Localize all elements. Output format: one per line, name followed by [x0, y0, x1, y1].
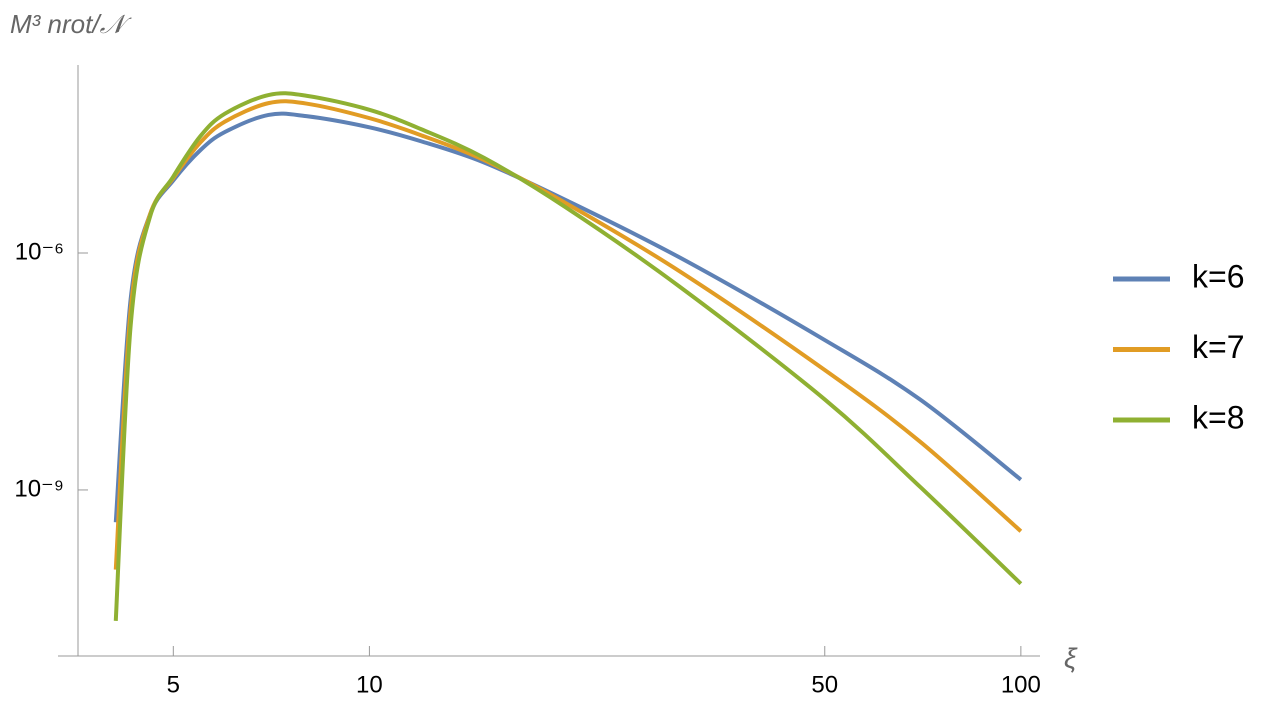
x-tick-label: 100	[1001, 671, 1041, 698]
x-tick-label: 10	[356, 671, 383, 698]
legend-label: k=6	[1192, 258, 1244, 294]
y-axis-label: M³ nrot/𝒩	[10, 9, 133, 39]
y-tick-label: 10⁻⁹	[14, 475, 64, 502]
x-axis-label: ξ	[1064, 642, 1078, 673]
legend-label: k=7	[1192, 329, 1244, 365]
legend-label: k=8	[1192, 399, 1244, 435]
series-line	[113, 111, 1023, 523]
x-tick-label: 5	[167, 671, 180, 698]
x-tick-label: 50	[811, 671, 838, 698]
y-tick-label: 10⁻⁶	[15, 238, 64, 265]
series-line	[113, 99, 1023, 570]
series-line	[113, 91, 1023, 621]
